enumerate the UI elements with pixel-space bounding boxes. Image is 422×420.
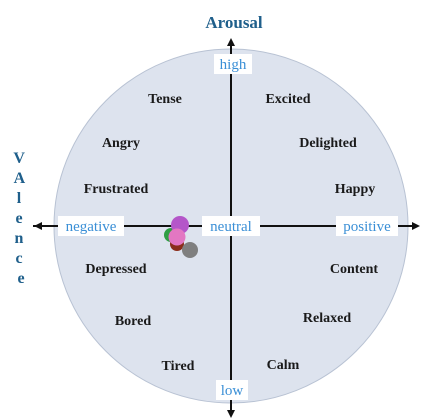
emotion-frustrated: Frustrated [84, 182, 149, 197]
emotion-content: Content [330, 262, 379, 277]
high-label-bg [214, 54, 252, 74]
pink-dot [168, 228, 186, 246]
emotion-depressed: Depressed [85, 262, 146, 277]
emotion-angry: Angry [102, 136, 140, 151]
negative-label-bg [58, 216, 124, 236]
negative-label: negative [66, 219, 117, 235]
gray-dot [182, 242, 198, 258]
emotion-bored: Bored [115, 314, 152, 329]
emotion-delighted: Delighted [299, 136, 357, 151]
low-label: low [221, 383, 244, 399]
marker-cluster [164, 216, 198, 258]
high-label: high [220, 57, 247, 73]
low-label-bg [216, 380, 248, 400]
emotion-happy: Happy [335, 182, 375, 197]
neutral-label-bg [202, 216, 260, 236]
emotion-tense: Tense [148, 92, 182, 107]
positive-label: positive [343, 219, 391, 235]
emotion-tired: Tired [162, 359, 195, 374]
emotion-excited: Excited [265, 92, 310, 107]
positive-label-bg [336, 216, 398, 236]
neutral-label: neutral [210, 219, 252, 235]
emotion-calm: Calm [267, 358, 300, 373]
valence-title: V A l e n c e [13, 150, 28, 287]
arousal-title: Arousal [205, 13, 263, 32]
emotion-relaxed: Relaxed [303, 311, 351, 326]
